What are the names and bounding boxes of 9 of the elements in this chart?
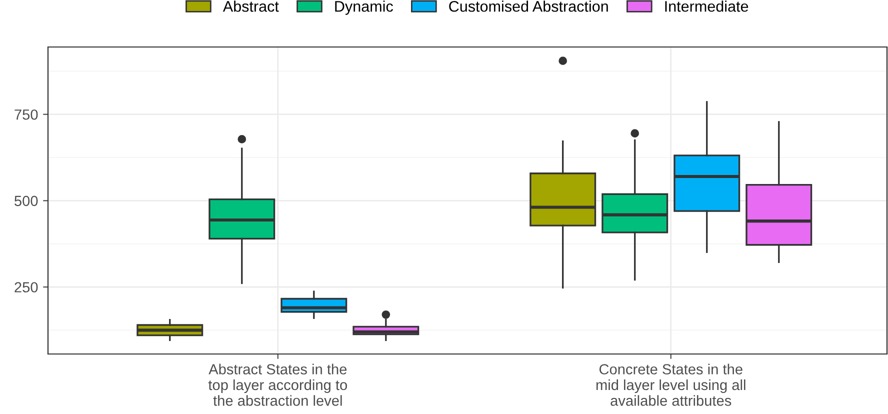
y-tick-label: 500 (14, 196, 38, 206)
legend-label: Intermediate (665, 0, 748, 12)
legend-label: Abstract (222, 0, 279, 12)
y-tick-label: 750 (14, 109, 38, 120)
x-tick-label: Abstract States in the top layer according to the abstraction level (208, 364, 347, 406)
legend-label: Dynamic (335, 0, 393, 15)
legend-label: Customised Abstraction (449, 0, 608, 12)
x-tick-label: Concrete States in the mid layer level using all available attributes (596, 364, 746, 406)
y-tick-label: 250 (14, 282, 38, 292)
